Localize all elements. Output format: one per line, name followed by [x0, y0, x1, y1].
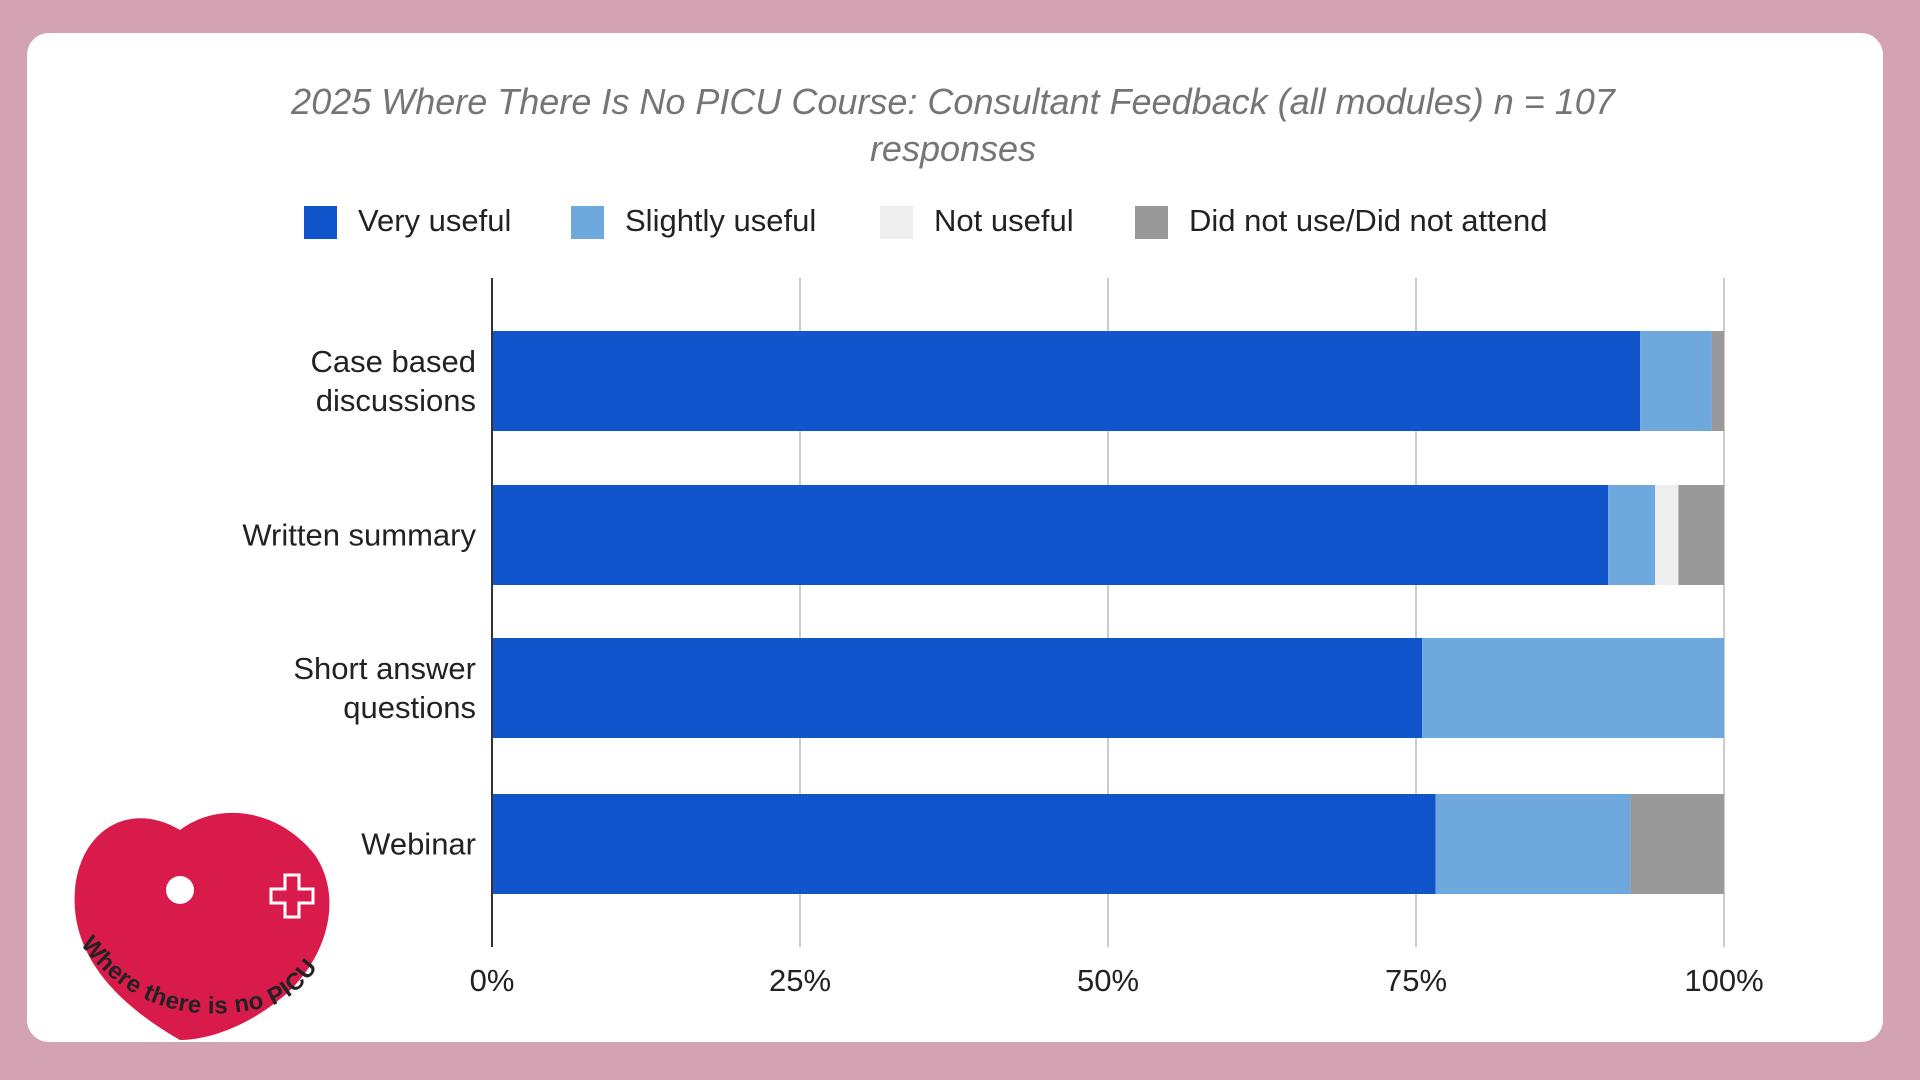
- bar-segment: [1422, 638, 1724, 738]
- bar-segment: [1630, 794, 1724, 894]
- bar-segment: [1640, 331, 1712, 431]
- legend-swatch: [571, 206, 604, 239]
- bar-segment: [492, 794, 1436, 894]
- bar-segment: [492, 638, 1423, 738]
- x-tick-label: 75%: [1385, 963, 1447, 998]
- y-tick-label: Webinar: [361, 826, 476, 862]
- legend-swatch: [304, 206, 337, 239]
- legend-swatch: [880, 206, 913, 239]
- logo-figure: [166, 876, 194, 904]
- bar-segment: [1608, 485, 1656, 585]
- bar-segment: [1435, 794, 1631, 894]
- legend-label: Very useful: [358, 203, 511, 238]
- logo-cross: [269, 873, 315, 919]
- y-tick-label: Short answer questions: [293, 651, 476, 725]
- x-tick-label: 25%: [769, 963, 831, 998]
- chart-title: 2025 Where There Is No PICU Course: Cons…: [291, 81, 1615, 169]
- x-tick-label: 0%: [470, 963, 515, 998]
- legend-label: Did not use/Did not attend: [1189, 203, 1547, 238]
- bar-segment: [492, 331, 1641, 431]
- legend-label: Slightly useful: [625, 203, 816, 238]
- x-tick-label: 100%: [1684, 963, 1763, 998]
- bar-segment: [1655, 485, 1679, 585]
- legend-label: Not useful: [934, 203, 1074, 238]
- bar-segment: [1678, 485, 1724, 585]
- logo-heart: [74, 812, 330, 1040]
- bar-segment: [1711, 331, 1724, 431]
- y-tick-label: Written summary: [242, 517, 476, 553]
- y-tick-label: Case based discussions: [310, 344, 476, 418]
- bar-segment: [492, 485, 1609, 585]
- x-tick-label: 50%: [1077, 963, 1139, 998]
- legend-swatch: [1135, 206, 1168, 239]
